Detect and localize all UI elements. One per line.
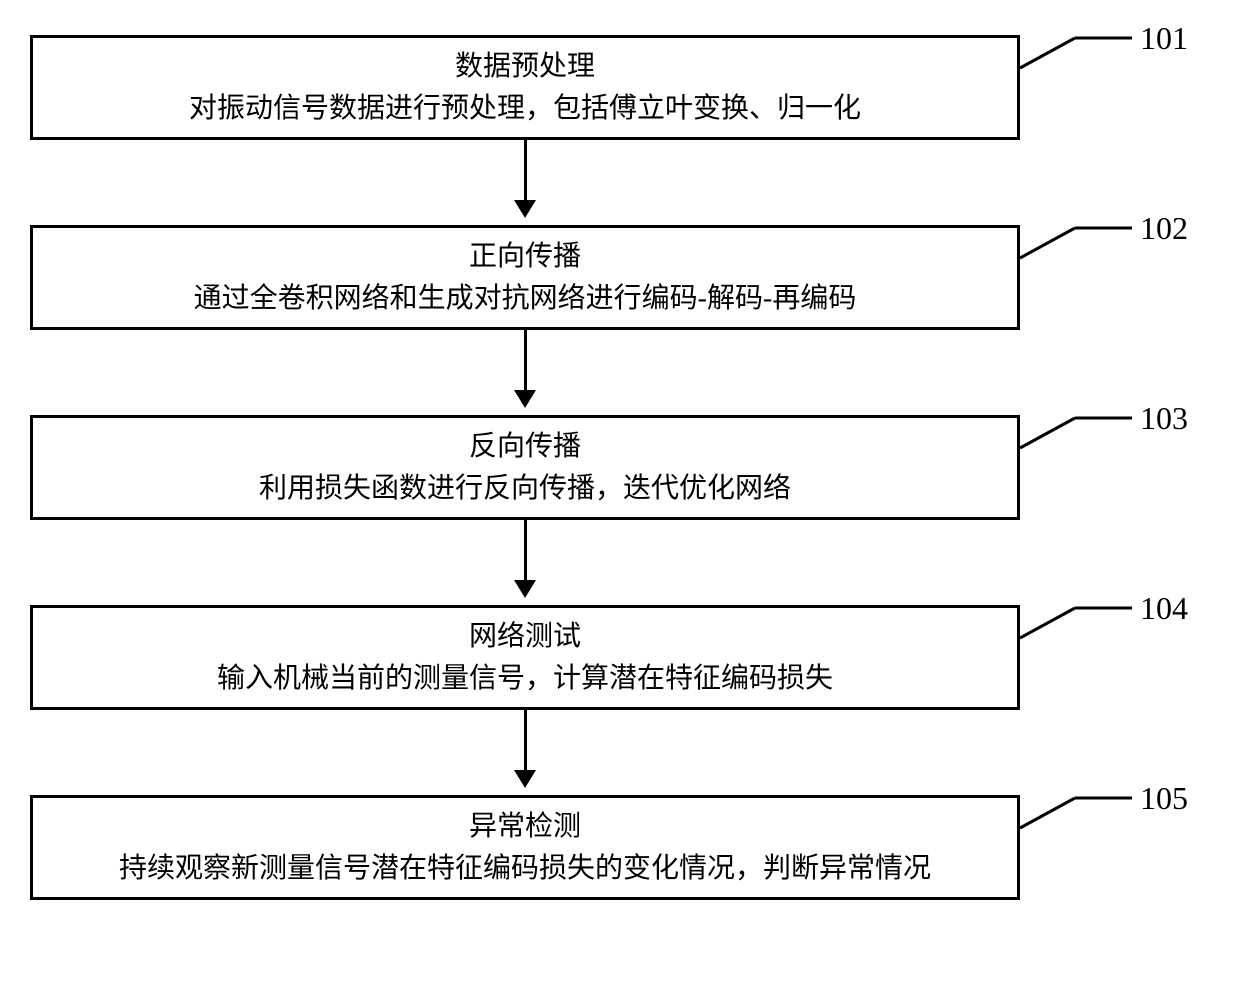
step-label-102: 102 [1140, 210, 1188, 247]
arrow-head-icon [514, 580, 536, 598]
step-label-103: 103 [1140, 400, 1188, 437]
step-box-103: 反向传播 利用损失函数进行反向传播，迭代优化网络 [30, 415, 1020, 520]
arrow-head-icon [514, 200, 536, 218]
step-title: 网络测试 [469, 616, 581, 658]
step-label-104: 104 [1140, 590, 1188, 627]
arrow-3-4 [510, 520, 540, 598]
step-label-105: 105 [1140, 780, 1188, 817]
arrow-line [524, 140, 527, 200]
step-box-104: 网络测试 输入机械当前的测量信号，计算潜在特征编码损失 [30, 605, 1020, 710]
step-title: 异常检测 [469, 806, 581, 848]
step-desc: 持续观察新测量信号潜在特征编码损失的变化情况，判断异常情况 [119, 848, 931, 890]
step-label-101: 101 [1140, 20, 1188, 57]
arrow-head-icon [514, 770, 536, 788]
arrow-head-icon [514, 390, 536, 408]
arrow-1-2 [510, 140, 540, 218]
step-desc: 利用损失函数进行反向传播，迭代优化网络 [259, 468, 791, 510]
step-box-101: 数据预处理 对振动信号数据进行预处理，包括傅立叶变换、归一化 [30, 35, 1020, 140]
step-desc: 对振动信号数据进行预处理，包括傅立叶变换、归一化 [189, 88, 861, 130]
step-desc: 输入机械当前的测量信号，计算潜在特征编码损失 [217, 658, 833, 700]
arrow-line [524, 520, 527, 580]
arrow-2-3 [510, 330, 540, 408]
step-title: 正向传播 [469, 236, 581, 278]
flowchart-container: 数据预处理 对振动信号数据进行预处理，包括傅立叶变换、归一化 正向传播 通过全卷… [0, 20, 1240, 978]
step-title: 反向传播 [469, 426, 581, 468]
step-box-105: 异常检测 持续观察新测量信号潜在特征编码损失的变化情况，判断异常情况 [30, 795, 1020, 900]
arrow-4-5 [510, 710, 540, 788]
arrow-line [524, 330, 527, 390]
step-box-102: 正向传播 通过全卷积网络和生成对抗网络进行编码-解码-再编码 [30, 225, 1020, 330]
step-title: 数据预处理 [455, 46, 595, 88]
arrow-line [524, 710, 527, 770]
step-desc: 通过全卷积网络和生成对抗网络进行编码-解码-再编码 [194, 278, 857, 320]
